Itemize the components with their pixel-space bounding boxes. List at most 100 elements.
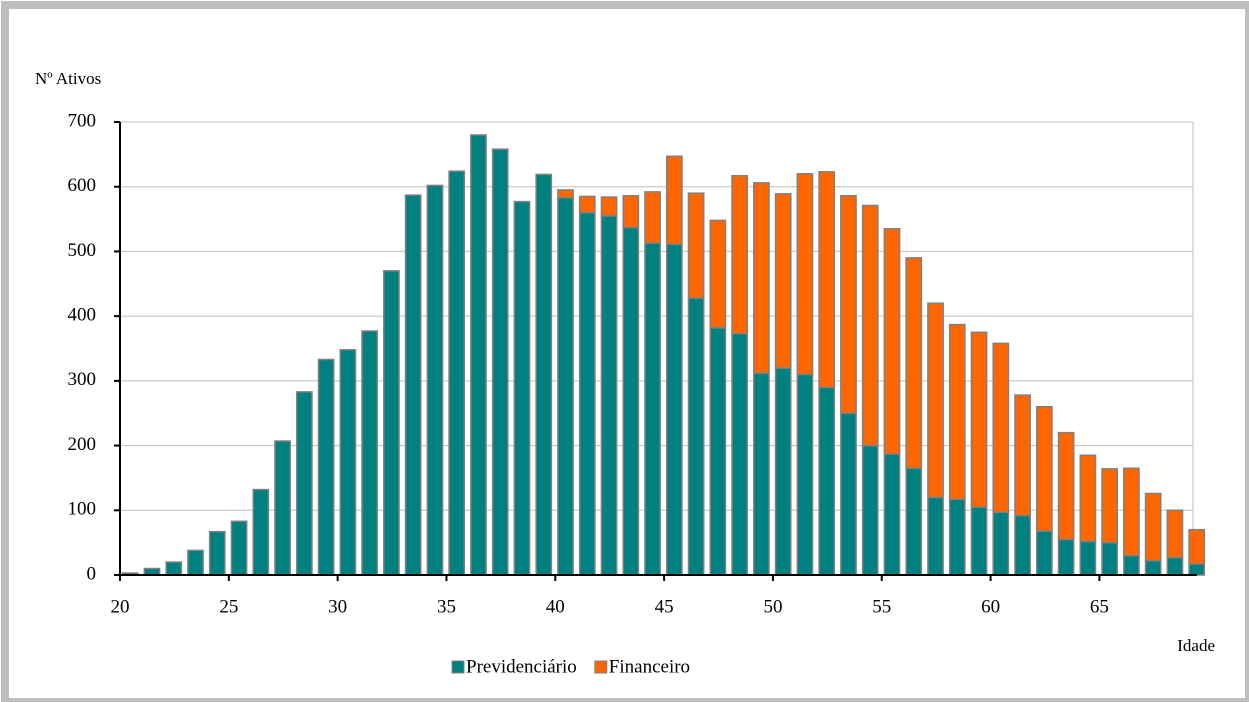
bar-segment xyxy=(709,219,727,329)
x-tick-label: 35 xyxy=(437,596,456,617)
y-tick-label: 400 xyxy=(68,305,97,326)
bar-segment xyxy=(1101,541,1119,576)
bar-segment xyxy=(905,257,923,469)
bar-segment xyxy=(948,498,966,576)
bar-segment xyxy=(600,215,618,576)
x-tick-label: 25 xyxy=(219,596,238,617)
x-tick-label: 65 xyxy=(1090,596,1109,617)
bar-segment xyxy=(208,530,226,576)
bar-segment xyxy=(644,191,661,244)
bar-segment xyxy=(535,173,553,576)
x-tick-label: 30 xyxy=(328,596,347,617)
bar-segment xyxy=(753,182,770,374)
bar-segment xyxy=(665,243,683,576)
bar-segment xyxy=(927,302,944,499)
bar-segment xyxy=(317,358,335,576)
bar-segment xyxy=(774,193,792,369)
bar-segment xyxy=(557,189,574,199)
bar-segment xyxy=(491,148,509,576)
bar-segment xyxy=(861,204,879,447)
bar-segment xyxy=(165,561,183,576)
bar-segment xyxy=(622,226,640,576)
bar-segment xyxy=(992,342,1010,513)
bar-segment xyxy=(1014,514,1031,576)
y-tick-label: 600 xyxy=(68,175,97,196)
bar-segment xyxy=(1188,528,1206,565)
bar-segment xyxy=(774,367,792,576)
legend-swatch xyxy=(594,660,608,674)
y-tick-label: 300 xyxy=(68,369,97,390)
bar-segment xyxy=(818,386,836,576)
bar-segment xyxy=(883,453,901,576)
bar-segment xyxy=(1188,563,1206,576)
x-tick-label: 55 xyxy=(872,596,891,617)
bar-segment xyxy=(274,440,291,576)
x-axis-label: Idade xyxy=(1177,636,1215,655)
y-tick-label: 100 xyxy=(68,499,97,520)
bar-segment xyxy=(883,228,901,455)
bar-segment xyxy=(840,195,857,414)
bar-segment xyxy=(1144,560,1162,576)
bar-segment xyxy=(1057,538,1075,576)
bar-segment xyxy=(1035,530,1053,576)
bar-segment xyxy=(818,171,836,389)
bar-segment xyxy=(1123,467,1140,557)
bar-segment xyxy=(1166,556,1184,576)
y-tick-label: 500 xyxy=(68,240,97,261)
bar-segment xyxy=(796,373,814,576)
bar-segment xyxy=(1101,468,1119,544)
bar-segment xyxy=(1057,431,1075,541)
bar-segment xyxy=(948,323,966,501)
legend-swatch xyxy=(451,660,465,674)
bar-segment xyxy=(557,196,574,576)
bar-segment xyxy=(622,195,640,229)
legend-label: Previdenciário xyxy=(466,656,577,677)
bar-segment xyxy=(339,349,357,576)
x-tick-label: 40 xyxy=(546,596,565,617)
y-axis-label: Nº Ativos xyxy=(35,69,101,88)
bar-segment xyxy=(1079,454,1097,543)
bar-segment xyxy=(731,174,749,335)
bar-segment xyxy=(578,195,596,214)
bar-segment xyxy=(426,184,444,576)
y-tick-label: 700 xyxy=(68,110,97,131)
bar-segment xyxy=(1014,394,1031,517)
bar-segment xyxy=(252,488,270,576)
bar-segment xyxy=(1035,405,1053,532)
bar-segment xyxy=(665,155,683,246)
bar-segment xyxy=(1144,492,1162,562)
bar-segment xyxy=(295,391,313,576)
bar-segment xyxy=(796,173,814,376)
bar-segment xyxy=(578,211,596,576)
bar-segment xyxy=(361,330,379,576)
bar-segment xyxy=(709,327,727,576)
x-tick-label: 20 xyxy=(111,596,130,617)
bar-segment xyxy=(513,200,531,576)
bar-segment xyxy=(1079,540,1097,576)
bar-segment xyxy=(600,196,618,217)
bar-segment xyxy=(861,444,879,576)
bar-segment xyxy=(927,496,944,576)
bar-segment xyxy=(1123,554,1140,576)
legend-label: Financeiro xyxy=(609,656,690,677)
x-tick-label: 60 xyxy=(981,596,1000,617)
bar-segment xyxy=(731,332,749,576)
bar-segment xyxy=(230,520,248,576)
bar-segment xyxy=(644,242,661,576)
bar-segment xyxy=(905,467,923,576)
bar-segment xyxy=(448,170,466,576)
bar-segment xyxy=(470,134,487,576)
x-tick-label: 50 xyxy=(763,596,782,617)
y-tick-label: 200 xyxy=(68,434,97,455)
bar-segment xyxy=(404,194,422,576)
bar-segment xyxy=(992,511,1010,576)
x-tick-label: 45 xyxy=(655,596,674,617)
y-tick-label: 0 xyxy=(87,563,97,584)
bar-segment xyxy=(753,372,770,576)
bar-segment xyxy=(840,412,857,576)
bar-segment xyxy=(383,270,400,576)
bar-segment xyxy=(687,297,705,576)
bar-segment xyxy=(187,549,204,576)
